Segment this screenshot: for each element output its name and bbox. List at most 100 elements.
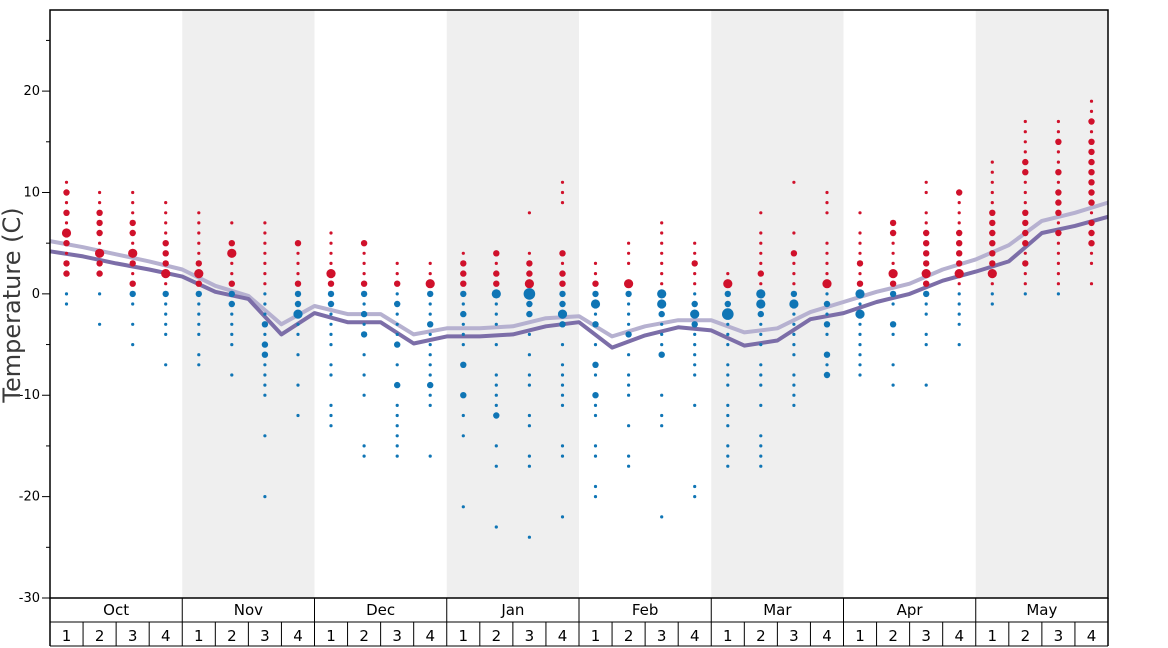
warm-temp-dot: [1023, 282, 1027, 286]
cold-temp-dot: [527, 535, 532, 539]
cold-temp-dot: [494, 373, 498, 377]
warm-temp-dot: [990, 282, 994, 286]
y-tick-label: -10: [19, 388, 40, 403]
cold-temp-dot: [756, 299, 766, 309]
cold-temp-dot: [627, 353, 631, 357]
cold-temp-dot: [395, 454, 399, 458]
cold-temp-dot: [360, 290, 368, 298]
cold-temp-dot: [461, 434, 465, 438]
warm-temp-dot: [990, 201, 994, 205]
cold-temp-dot: [792, 353, 796, 357]
cold-temp-dot: [891, 332, 895, 336]
cold-temp-dot: [559, 321, 566, 328]
warm-temp-dot: [228, 240, 235, 247]
warm-temp-dot: [131, 272, 135, 276]
cold-temp-dot: [722, 308, 734, 320]
cold-temp-dot: [693, 332, 697, 336]
cold-temp-dot: [693, 363, 697, 367]
cold-temp-dot: [726, 403, 730, 407]
warm-temp-dot: [329, 251, 333, 255]
cold-temp-dot: [759, 332, 763, 336]
warm-temp-dot: [197, 221, 201, 225]
cold-temp-dot: [293, 309, 303, 319]
cold-temp-dot: [759, 383, 763, 387]
warm-temp-dot: [924, 221, 928, 225]
cold-temp-dot: [625, 290, 632, 298]
warm-temp-dot: [1023, 272, 1027, 276]
warm-temp-dot: [990, 180, 994, 184]
warm-temp-dot: [989, 250, 996, 257]
warm-temp-dot: [1023, 190, 1027, 195]
cold-temp-dot: [724, 300, 731, 308]
cold-temp-dot: [593, 454, 598, 458]
cold-temp-dot: [527, 413, 532, 418]
shaded-month-band: [182, 10, 315, 598]
cold-temp-dot: [891, 363, 895, 367]
cold-temp-dot: [756, 289, 766, 299]
warm-temp-dot: [296, 272, 300, 276]
cold-temp-dot: [461, 302, 465, 306]
cold-temp-dot: [263, 495, 267, 499]
cold-temp-dot: [660, 332, 664, 336]
cold-temp-dot: [131, 322, 135, 326]
warm-temp-dot: [957, 282, 961, 286]
warm-temp-dot: [627, 241, 631, 245]
cold-temp-dot: [230, 373, 234, 377]
cold-temp-dot: [858, 322, 862, 326]
cold-temp-dot: [395, 434, 399, 438]
cold-temp-dot: [1023, 292, 1027, 296]
month-label: May: [1026, 601, 1057, 619]
cold-temp-dot: [491, 289, 501, 299]
warm-temp-dot: [989, 209, 996, 216]
warm-temp-dot: [889, 229, 897, 237]
warm-temp-dot: [228, 280, 235, 287]
cold-temp-dot: [394, 341, 401, 348]
cold-temp-dot: [858, 302, 862, 306]
cold-temp-dot: [792, 373, 796, 377]
cold-temp-dot: [957, 292, 961, 296]
cold-temp-dot: [726, 383, 730, 387]
warm-temp-dot: [856, 260, 864, 267]
warm-temp-dot: [460, 270, 467, 277]
month-label: Nov: [234, 601, 263, 619]
warm-temp-dot: [1056, 272, 1060, 276]
warm-temp-dot: [63, 270, 70, 277]
warm-temp-dot: [294, 240, 302, 247]
cold-temp-dot: [461, 505, 465, 509]
warm-temp-dot: [194, 269, 204, 279]
cold-temp-dot: [889, 321, 897, 328]
cold-temp-dot: [560, 515, 565, 519]
warm-temp-dot: [956, 189, 963, 196]
cold-temp-dot: [261, 351, 269, 358]
cold-temp-dot: [197, 302, 201, 306]
warm-temp-dot: [1055, 169, 1062, 176]
warm-temp-dot: [1089, 211, 1094, 215]
warm-temp-dot: [1022, 260, 1029, 267]
cold-temp-dot: [560, 393, 565, 397]
warm-temp-dot: [327, 280, 335, 287]
warm-temp-dot: [1088, 240, 1095, 247]
cold-temp-dot: [527, 383, 532, 387]
cold-temp-dot: [858, 332, 862, 336]
cold-temp-dot: [329, 373, 333, 377]
week-label: 3: [525, 627, 535, 645]
warm-temp-dot: [1056, 130, 1060, 134]
cold-temp-dot: [230, 332, 234, 336]
warm-temp-dot: [957, 201, 961, 205]
cold-temp-dot: [395, 413, 399, 418]
warm-temp-dot: [493, 270, 500, 277]
week-label: 1: [62, 627, 72, 645]
cold-temp-dot: [726, 332, 730, 336]
cold-temp-dot: [230, 312, 234, 316]
warm-temp-dot: [1088, 169, 1095, 176]
cold-temp-dot: [164, 312, 168, 316]
warm-temp-dot: [559, 280, 566, 287]
warm-temp-dot: [296, 261, 300, 265]
warm-temp-dot: [1089, 282, 1094, 286]
warm-temp-dot: [660, 272, 664, 276]
cold-temp-dot: [64, 292, 69, 296]
cold-temp-dot: [560, 383, 565, 387]
cold-temp-dot: [460, 361, 467, 368]
cold-temp-dot: [461, 332, 465, 336]
warm-temp-dot: [956, 250, 963, 257]
